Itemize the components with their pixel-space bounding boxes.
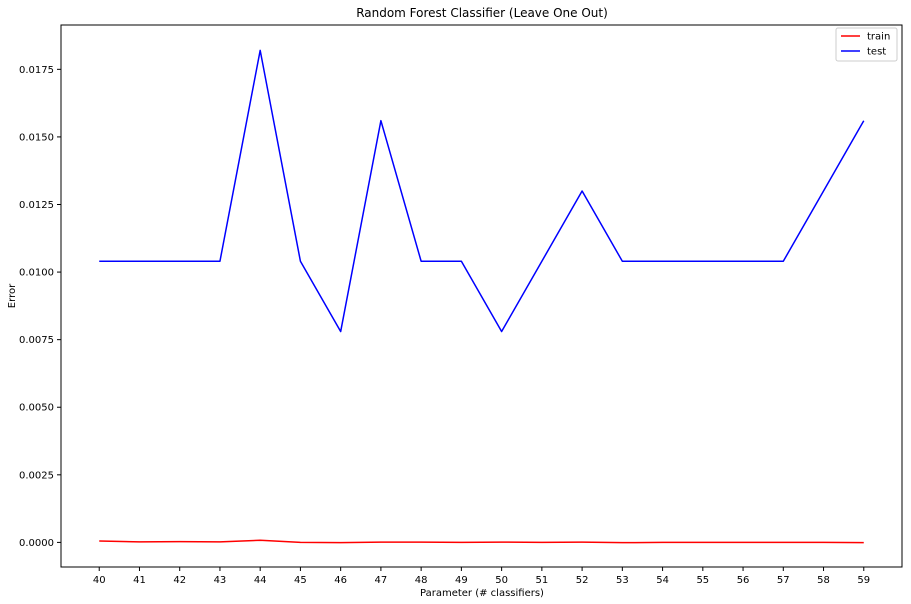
plot-lines [99, 49, 865, 544]
x-axis-label: Parameter (# classifiers) [420, 588, 544, 599]
x-tick-label: 59 [857, 575, 870, 586]
y-tick-label: 0.0175 [19, 65, 54, 76]
legend-label-test: test [867, 47, 886, 58]
x-tick-label: 57 [777, 575, 790, 586]
y-axis-ticks: 0.0000 0.0025 0.0050 0.0075 0.0100 0.0125 0.01… [19, 65, 61, 549]
x-tick-label: 41 [133, 575, 146, 586]
legend-label-train: train [867, 32, 890, 43]
y-tick-label: 0.0075 [19, 335, 54, 346]
x-tick-label: 42 [173, 575, 186, 586]
x-tick-label: 51 [535, 575, 548, 586]
x-tick-label: 50 [495, 575, 508, 586]
y-tick-label: 0.0125 [19, 200, 54, 211]
x-axis-ticks: 40 41 42 43 44 45 46 47 48 49 50 51 52 53 54 55 56 57 58 59 [93, 567, 870, 586]
legend: train test [835, 27, 898, 62]
plot-frame [60, 24, 903, 568]
y-tick-label: 0.0050 [19, 403, 54, 414]
y-tick-label: 0.0100 [19, 268, 54, 279]
x-tick-label: 55 [696, 575, 709, 586]
x-tick-label: 52 [576, 575, 589, 586]
x-tick-label: 47 [375, 575, 388, 586]
series-line-train [99, 539, 864, 544]
x-tick-label: 46 [334, 575, 347, 586]
y-tick-label: 0.0025 [19, 470, 54, 481]
x-tick-label: 56 [737, 575, 750, 586]
x-tick-label: 58 [817, 575, 830, 586]
y-tick-label: 0.0150 [19, 132, 54, 143]
x-tick-label: 43 [214, 575, 227, 586]
x-tick-label: 45 [294, 575, 307, 586]
x-tick-label: 53 [616, 575, 629, 586]
x-tick-label: 44 [254, 575, 267, 586]
chart-title: Random Forest Classifier (Leave One Out) [356, 6, 608, 20]
x-tick-label: 40 [93, 575, 106, 586]
x-tick-label: 54 [656, 575, 669, 586]
x-tick-label: 48 [415, 575, 428, 586]
y-tick-label: 0.0000 [19, 538, 54, 549]
series-line-test [99, 49, 865, 333]
x-tick-label: 49 [455, 575, 468, 586]
y-axis-label: Error [7, 283, 18, 308]
